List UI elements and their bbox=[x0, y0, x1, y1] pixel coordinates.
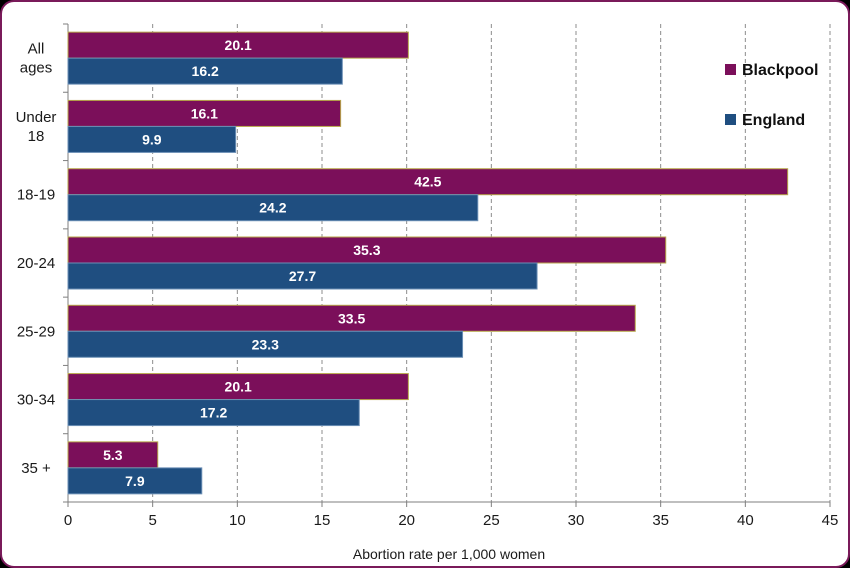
category-label: 18 bbox=[28, 128, 45, 145]
x-tick-label: 40 bbox=[737, 512, 754, 529]
x-tick-label: 45 bbox=[822, 512, 839, 529]
x-tick-label: 10 bbox=[229, 512, 246, 529]
bar-england bbox=[67, 194, 479, 222]
bar-blackpool bbox=[67, 99, 342, 127]
x-tick-label: 15 bbox=[314, 512, 331, 529]
bar-value-label: 20.1 bbox=[225, 37, 252, 53]
bar-england bbox=[67, 125, 237, 153]
bar-value-label: 33.5 bbox=[338, 310, 365, 326]
category-label: 25-29 bbox=[17, 323, 55, 340]
bar-value-label: 27.7 bbox=[289, 268, 316, 284]
bar-england bbox=[67, 57, 343, 85]
category-label: ages bbox=[20, 60, 53, 77]
category-label: 35 + bbox=[21, 460, 51, 477]
bar-value-label: 20.1 bbox=[225, 379, 252, 395]
category-label: 18-19 bbox=[17, 187, 55, 204]
bar-value-label: 35.3 bbox=[353, 242, 380, 258]
legend-label: Blackpool bbox=[742, 62, 818, 79]
category-label: Under bbox=[16, 109, 57, 126]
x-tick-label: 30 bbox=[568, 512, 585, 529]
x-tick-label: 5 bbox=[148, 512, 156, 529]
bar-blackpool bbox=[67, 304, 636, 332]
x-tick-label: 20 bbox=[398, 512, 415, 529]
bar-value-label: 16.1 bbox=[191, 105, 218, 121]
bar-value-label: 42.5 bbox=[414, 174, 441, 190]
bar-england bbox=[67, 399, 360, 427]
legend-swatch-blackpool bbox=[725, 64, 736, 75]
x-tick-label: 25 bbox=[483, 512, 500, 529]
category-label: 20-24 bbox=[17, 255, 55, 272]
bar-value-label: 16.2 bbox=[192, 63, 219, 79]
bar-value-label: 23.3 bbox=[252, 336, 279, 352]
x-axis-title: Abortion rate per 1,000 women bbox=[353, 546, 545, 562]
x-tick-label: 0 bbox=[64, 512, 72, 529]
bar-blackpool bbox=[67, 236, 667, 264]
bar-england bbox=[67, 330, 464, 358]
bar-blackpool bbox=[67, 373, 409, 401]
category-label: 30-34 bbox=[17, 392, 55, 409]
bar-value-label: 5.3 bbox=[103, 447, 123, 463]
bar-value-label: 9.9 bbox=[142, 131, 162, 147]
bar-value-label: 24.2 bbox=[259, 200, 286, 216]
legend-swatch-england bbox=[725, 114, 736, 125]
bar-england bbox=[67, 262, 538, 290]
legend-label: England bbox=[742, 112, 805, 129]
x-tick-label: 35 bbox=[652, 512, 669, 529]
category-label: All bbox=[28, 41, 45, 58]
bar-england bbox=[67, 467, 203, 495]
bar-value-label: 7.9 bbox=[125, 473, 145, 489]
bar-value-label: 17.2 bbox=[200, 405, 227, 421]
